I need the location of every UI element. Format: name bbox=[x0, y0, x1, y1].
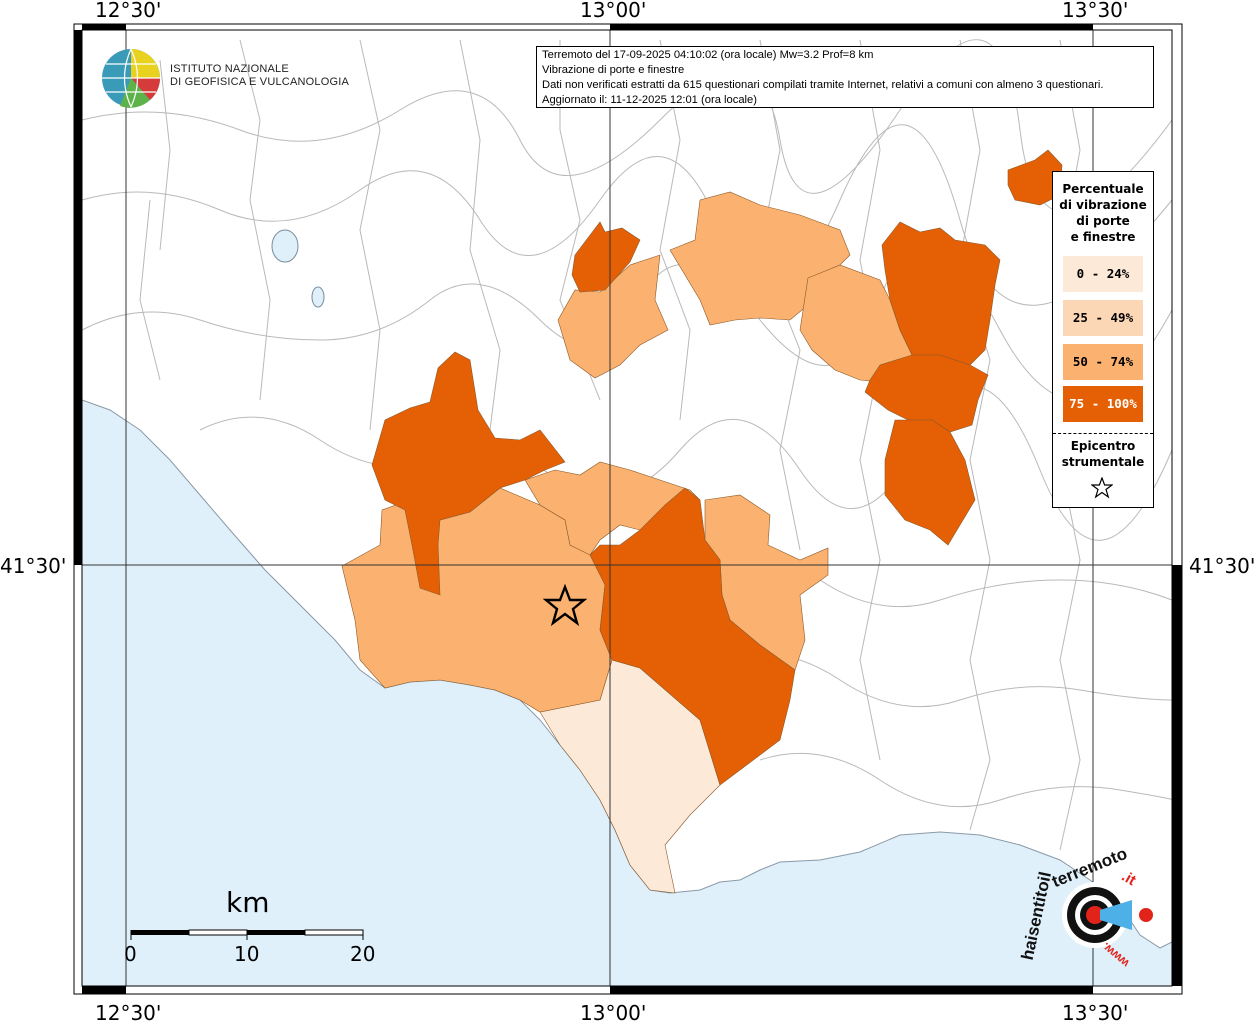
legend-swatch-0-24: 0 - 24% bbox=[1063, 256, 1143, 292]
haisentito-logo-text: haisentitoil terremoto .it www. bbox=[1018, 844, 1160, 978]
legend-epicenter-line: strumentale bbox=[1061, 455, 1145, 469]
star-outline-icon bbox=[1091, 477, 1113, 499]
lon-label-top-2: 13°00' bbox=[580, 0, 647, 22]
hst-suffix: .it bbox=[1118, 867, 1139, 890]
lake-martignano bbox=[311, 286, 325, 308]
scale-bar bbox=[130, 929, 364, 940]
scale-tick-10: 10 bbox=[234, 942, 260, 966]
legend-title-line: Percentuale bbox=[1062, 182, 1144, 196]
legend: Percentuale di vibrazione di porte e fin… bbox=[1052, 171, 1154, 508]
lat-label-left: 41°30' bbox=[0, 554, 67, 578]
legend-divider bbox=[1053, 433, 1153, 434]
event-info-line3: Dati non verificati estratti da 615 ques… bbox=[542, 79, 1104, 91]
ingv-logo-line1: ISTITUTO NAZIONALE bbox=[170, 63, 289, 75]
legend-title: Percentuale di vibrazione di porte e fin… bbox=[1053, 181, 1153, 245]
lon-label-bottom-2: 13°00' bbox=[580, 1001, 647, 1025]
comune-dark-75-100-d bbox=[881, 221, 1001, 366]
comune-dark-75-100-f bbox=[884, 419, 976, 546]
lon-label-top-3: 13°30' bbox=[1062, 0, 1129, 22]
legend-swatch-75-100: 75 - 100% bbox=[1063, 386, 1143, 422]
comune-dark-75-100-a bbox=[371, 351, 566, 596]
lon-label-bottom-1: 12°30' bbox=[95, 1001, 162, 1025]
scale-tick-0: 0 bbox=[124, 942, 137, 966]
event-info-box: Terremoto del 17-09-2025 04:10:02 (ora l… bbox=[536, 46, 1154, 108]
legend-epicenter-label: Epicentro strumentale bbox=[1053, 438, 1153, 470]
ingv-logo-line2: DI GEOFISICA E VULCANOLOGIA bbox=[170, 76, 349, 88]
legend-epicenter-line: Epicentro bbox=[1070, 439, 1136, 453]
lake-bracciano bbox=[271, 229, 299, 263]
legend-swatch-50-74: 50 - 74% bbox=[1063, 344, 1143, 380]
ingv-logo-text: ISTITUTO NAZIONALE DI GEOFISICA E VULCAN… bbox=[170, 63, 349, 89]
legend-title-line: di porte bbox=[1076, 214, 1130, 228]
ingv-globe-icon bbox=[102, 48, 161, 108]
lat-label-right: 41°30' bbox=[1189, 554, 1255, 578]
map-frame bbox=[73, 23, 1183, 995]
legend-title-line: e finestre bbox=[1070, 230, 1136, 244]
event-info-line2: Vibrazione di porte e finestre bbox=[542, 64, 685, 76]
comune-light-25-49-d bbox=[557, 254, 669, 379]
intensity-polygons bbox=[341, 149, 1063, 894]
comune-dark-75-100-c bbox=[571, 221, 641, 293]
comune-dark-75-100-b bbox=[589, 487, 796, 786]
lon-label-bottom-3: 13°30' bbox=[1062, 1001, 1129, 1025]
legend-swatch-25-49: 25 - 49% bbox=[1063, 300, 1143, 336]
scale-unit-label: km bbox=[226, 886, 270, 919]
epicenter-star bbox=[542, 583, 588, 627]
legend-title-line: di vibrazione bbox=[1059, 198, 1147, 212]
lon-label-top-1: 12°30' bbox=[95, 0, 162, 22]
event-info-line1: Terremoto del 17-09-2025 04:10:02 (ora l… bbox=[542, 49, 874, 61]
hst-www: www. bbox=[1099, 939, 1132, 971]
comune-dark-75-100-e bbox=[864, 354, 989, 433]
event-info-line4: Aggiornato il: 11-12-2025 12:01 (ora loc… bbox=[542, 94, 757, 106]
seismograph-target-icon bbox=[1062, 882, 1153, 948]
scale-tick-20: 20 bbox=[350, 942, 376, 966]
